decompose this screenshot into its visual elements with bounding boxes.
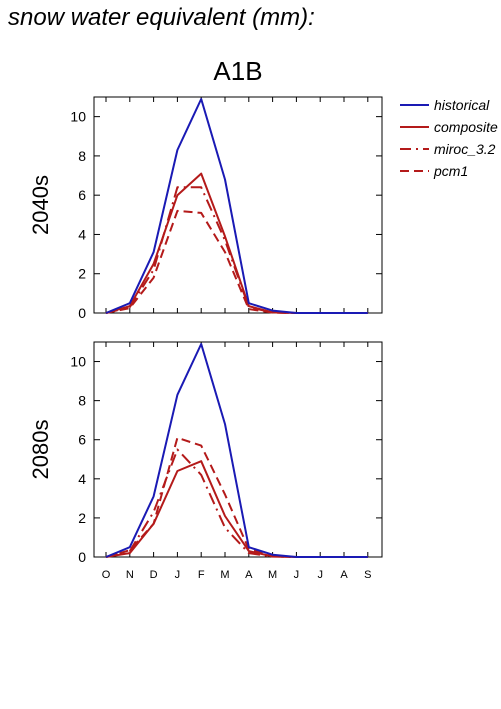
legend-label: pcm1 bbox=[433, 163, 468, 179]
y-tick-label: 2 bbox=[78, 510, 86, 526]
series-line-historical bbox=[105, 343, 368, 558]
y-tick-label: 4 bbox=[78, 471, 86, 487]
y-tick-label: 2 bbox=[78, 266, 86, 282]
series-line-miroc-3-2 bbox=[105, 448, 368, 558]
x-tick-label: O bbox=[102, 569, 111, 581]
x-tick-label: J bbox=[294, 569, 300, 581]
scenario-label: A1B bbox=[213, 56, 262, 86]
series-line-miroc-3-2 bbox=[105, 186, 368, 314]
x-tick-label: J bbox=[317, 569, 323, 581]
x-tick-label: F bbox=[198, 569, 205, 581]
y-tick-label: 10 bbox=[70, 109, 86, 125]
y-tick-label: 6 bbox=[78, 432, 86, 448]
panel-frame bbox=[93, 96, 383, 314]
x-tick-label: A bbox=[245, 569, 253, 581]
x-tick-label: M bbox=[220, 569, 229, 581]
x-tick-label: N bbox=[126, 569, 134, 581]
x-tick-label: S bbox=[364, 569, 371, 581]
series-line-historical bbox=[105, 98, 368, 314]
series-line-composite bbox=[105, 460, 368, 558]
legend-label: historical bbox=[434, 97, 490, 113]
y-tick-label: 0 bbox=[78, 549, 86, 565]
panel-frame bbox=[93, 341, 383, 558]
y-tick-label: 8 bbox=[78, 393, 86, 409]
y-tick-label: 0 bbox=[78, 305, 86, 321]
x-tick-label: D bbox=[150, 569, 158, 581]
legend-label: composite bbox=[434, 119, 498, 135]
page-title: snow water equivalent (mm): bbox=[8, 4, 315, 31]
panel-label-2080s: 2080s bbox=[28, 420, 53, 480]
x-tick-label: J bbox=[175, 569, 181, 581]
x-tick-label: M bbox=[268, 569, 277, 581]
y-tick-label: 10 bbox=[70, 354, 86, 370]
y-tick-label: 8 bbox=[78, 148, 86, 164]
series-line-pcm1 bbox=[105, 209, 368, 314]
x-tick-label: A bbox=[340, 569, 348, 581]
panel-label-2040s: 2040s bbox=[28, 175, 53, 235]
y-tick-label: 4 bbox=[78, 226, 86, 242]
y-tick-label: 6 bbox=[78, 187, 86, 203]
legend-label: miroc_3.2 bbox=[434, 141, 496, 157]
